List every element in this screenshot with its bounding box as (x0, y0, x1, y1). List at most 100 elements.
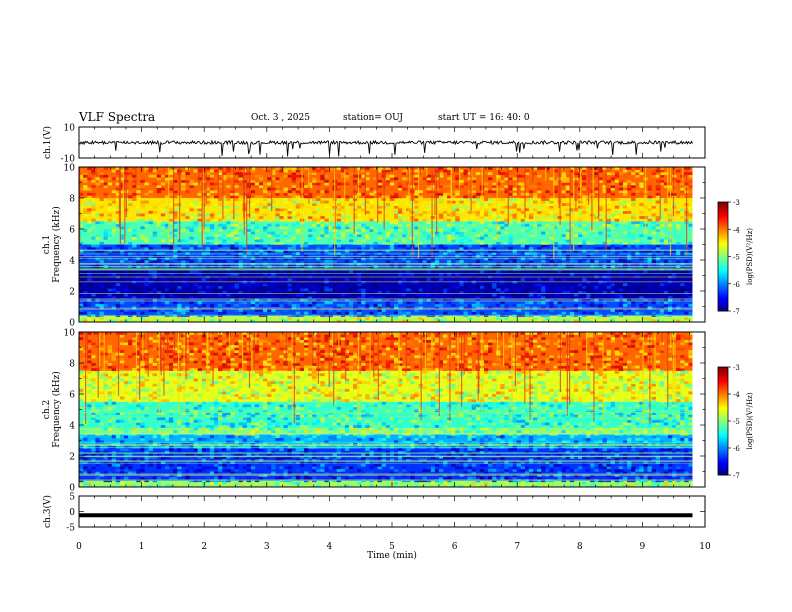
spectrogram-cell (475, 198, 481, 201)
spectrogram-cell (676, 223, 681, 227)
spectrogram-cell (565, 177, 571, 181)
spectrogram-cell (434, 316, 440, 320)
spectrogram-cell (316, 247, 321, 250)
spectrogram-cell (361, 319, 366, 322)
spectrogram-cell (111, 316, 117, 320)
spectrogram-cell (95, 182, 100, 186)
spectrogram-cell (291, 244, 297, 248)
spectrogram-burst (559, 167, 561, 226)
spectrogram-cell (541, 301, 546, 305)
spectrogram-cell (185, 190, 190, 194)
spectrogram-cell (479, 463, 485, 467)
spectrogram-cell (258, 285, 264, 289)
spectrogram-cell (487, 319, 493, 322)
spectrogram-cell (377, 231, 382, 235)
spectrogram-cell (455, 177, 460, 181)
spectrogram-cell (312, 298, 317, 302)
spectrogram-cell (504, 260, 509, 263)
spectrogram-cell (582, 167, 587, 170)
spectrogram-cell (667, 301, 673, 305)
spectrogram-cell (398, 187, 403, 191)
spectrogram-cell (492, 461, 497, 465)
spectrogram-cell (287, 296, 292, 300)
spectrogram-cell (336, 247, 342, 250)
spectrogram-cell (565, 272, 571, 276)
spectrogram-cell (107, 234, 113, 238)
spectrogram-cell (295, 205, 301, 209)
spectrogram-cell (283, 309, 288, 312)
spectrogram-line (79, 293, 693, 294)
spectrogram-cell (226, 195, 231, 199)
spectrogram-cell (119, 174, 125, 178)
spectrogram-cell (430, 314, 436, 318)
spectrogram-cell (115, 463, 121, 467)
spectrogram-cell (688, 244, 693, 248)
spectrogram-cell (316, 288, 321, 292)
spectrogram-cell (635, 311, 640, 315)
spectrogram-cell (635, 182, 640, 186)
ch1-spectrogram-panel (79, 167, 705, 322)
spectrogram-cell (291, 476, 297, 480)
spectrogram-cell (402, 239, 407, 243)
spectrogram-cell (622, 278, 628, 281)
spectrogram-cell (483, 190, 489, 194)
spectrogram-cell (512, 192, 517, 196)
spectrogram-cell (148, 309, 153, 312)
spectrogram-cell (504, 296, 509, 300)
spectrogram-cell (455, 185, 460, 188)
spectrogram-cell (95, 244, 100, 248)
spectrogram-cell (447, 288, 452, 292)
spectrogram-cell (438, 172, 444, 176)
spectrogram-cell (140, 285, 145, 289)
spectrogram-cell (316, 179, 321, 183)
spectrogram-cell (295, 190, 301, 194)
spectrogram-cell (373, 314, 378, 318)
spectrogram-cell (275, 311, 280, 315)
spectrogram-cell (324, 190, 329, 194)
spectrogram-cell (483, 182, 489, 186)
spectrogram-burst (545, 167, 547, 181)
spectrogram-cell (393, 316, 399, 320)
spectrogram-cell (291, 167, 297, 170)
spectrogram-cell (520, 283, 526, 287)
spectrogram-cell (336, 466, 342, 470)
spectrogram-cell (185, 226, 190, 230)
spectrogram-cell (369, 192, 374, 196)
spectrogram-cell (377, 192, 382, 196)
spectrogram-cell (148, 218, 153, 222)
spectrogram-cell (140, 247, 145, 250)
spectrogram-cell (631, 185, 636, 188)
spectrogram-cell (79, 283, 84, 287)
spectrogram-cell (287, 466, 292, 470)
spectrogram-cell (263, 476, 268, 480)
spectrogram-cell (201, 291, 207, 294)
spectrogram-cell (610, 461, 616, 465)
spectrogram-cell (283, 249, 288, 253)
spectrogram-cell (324, 283, 329, 287)
spectrogram-cell (103, 234, 108, 238)
spectrogram-cell (398, 456, 403, 459)
spectrogram-cell (275, 293, 280, 297)
spectrogram-cell (688, 249, 693, 253)
spectrogram-cell (181, 260, 186, 263)
spectrogram-cell (479, 216, 485, 219)
spectrogram-cell (647, 249, 652, 253)
spectrogram-cell (357, 288, 362, 292)
spectrogram-cell (181, 314, 186, 318)
spectrogram-cell (136, 471, 141, 475)
spectrogram-cell (459, 231, 464, 235)
spectrogram-cell (299, 453, 305, 457)
spectrogram-cell (312, 174, 317, 178)
spectrogram-cell (667, 314, 673, 318)
spectrogram-cell (246, 210, 252, 214)
spectrogram-cell (238, 481, 243, 485)
spectrogram-band (79, 198, 693, 222)
spectrogram-cell (87, 319, 92, 322)
spectrogram-cell (132, 244, 137, 248)
spectrogram-cell (340, 231, 346, 235)
spectrogram-cell (168, 172, 174, 176)
spectrogram-cell (222, 195, 227, 199)
spectrogram-cell (602, 314, 607, 318)
spectrogram-cell (672, 234, 677, 238)
spectrogram-cell (594, 234, 599, 238)
